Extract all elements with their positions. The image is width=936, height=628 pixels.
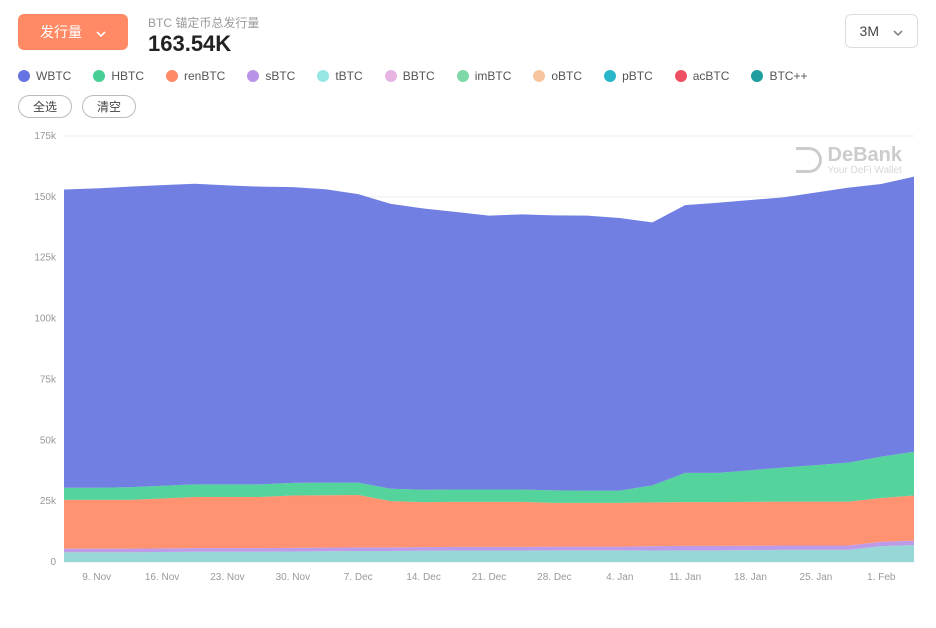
svg-text:4. Jan: 4. Jan	[606, 572, 633, 583]
svg-text:11. Jan: 11. Jan	[669, 572, 701, 583]
title-block: BTC 锚定币总发行量 163.54K	[148, 14, 259, 57]
legend-label: imBTC	[475, 69, 512, 83]
chart-subtitle: BTC 锚定币总发行量	[148, 14, 259, 31]
stacked-area-chart: 0 25k 50k 75k 100k 125k 150k 175k 9. Nov 16. Nov 2…	[16, 130, 918, 590]
legend-label: sBTC	[265, 69, 295, 83]
svg-text:7. Dec: 7. Dec	[344, 572, 373, 583]
svg-text:0: 0	[50, 557, 56, 568]
legend-label: tBTC	[335, 69, 362, 83]
legend-swatch-icon	[385, 70, 397, 82]
legend-item[interactable]: oBTC	[533, 69, 582, 83]
legend-item[interactable]: BTC++	[751, 69, 807, 83]
debank-logo-icon	[796, 147, 822, 173]
svg-text:21. Dec: 21. Dec	[472, 572, 506, 583]
legend-label: HBTC	[111, 69, 144, 83]
svg-text:14. Dec: 14. Dec	[406, 572, 440, 583]
chevron-down-icon	[96, 24, 106, 40]
watermark-tagline: Your DeFi Wallet	[828, 165, 902, 176]
watermark: DeBank Your DeFi Wallet	[796, 144, 902, 176]
legend-item[interactable]: WBTC	[18, 69, 71, 83]
legend-item[interactable]: renBTC	[166, 69, 225, 83]
legend-item[interactable]: sBTC	[247, 69, 295, 83]
svg-text:100k: 100k	[34, 314, 57, 325]
legend-label: WBTC	[36, 69, 71, 83]
legend-swatch-icon	[166, 70, 178, 82]
legend-label: pBTC	[622, 69, 653, 83]
svg-text:1. Feb: 1. Feb	[867, 572, 896, 583]
svg-text:125k: 125k	[34, 253, 57, 264]
legend-item[interactable]: HBTC	[93, 69, 144, 83]
legend-swatch-icon	[93, 70, 105, 82]
legend-label: renBTC	[184, 69, 225, 83]
chevron-down-icon	[893, 23, 903, 39]
legend-label: BBTC	[403, 69, 435, 83]
svg-text:50k: 50k	[40, 435, 57, 446]
svg-text:23. Nov: 23. Nov	[210, 572, 244, 583]
clear-button[interactable]: 清空	[82, 95, 136, 118]
svg-text:25k: 25k	[40, 496, 57, 507]
period-select-value: 3M	[860, 23, 879, 39]
legend-swatch-icon	[751, 70, 763, 82]
legend-label: oBTC	[551, 69, 582, 83]
legend-swatch-icon	[18, 70, 30, 82]
legend: WBTC HBTC renBTC sBTC tBTC BBTC imBTC oBTC pBTC a…	[0, 65, 936, 89]
svg-text:150k: 150k	[34, 192, 57, 203]
metric-button[interactable]: 发行量	[18, 14, 128, 50]
legend-swatch-icon	[675, 70, 687, 82]
legend-swatch-icon	[247, 70, 259, 82]
watermark-brand: DeBank	[828, 144, 902, 166]
svg-text:9. Nov: 9. Nov	[82, 572, 111, 583]
legend-item[interactable]: acBTC	[675, 69, 730, 83]
select-all-button[interactable]: 全选	[18, 95, 72, 118]
svg-text:25. Jan: 25. Jan	[800, 572, 833, 583]
legend-label: BTC++	[769, 69, 807, 83]
legend-swatch-icon	[317, 70, 329, 82]
legend-swatch-icon	[457, 70, 469, 82]
svg-text:28. Dec: 28. Dec	[537, 572, 571, 583]
legend-item[interactable]: BBTC	[385, 69, 435, 83]
svg-text:30. Nov: 30. Nov	[276, 572, 310, 583]
svg-text:18. Jan: 18. Jan	[734, 572, 767, 583]
svg-text:75k: 75k	[40, 374, 57, 385]
legend-swatch-icon	[533, 70, 545, 82]
svg-text:16. Nov: 16. Nov	[145, 572, 179, 583]
legend-item[interactable]: pBTC	[604, 69, 653, 83]
legend-swatch-icon	[604, 70, 616, 82]
svg-text:175k: 175k	[34, 131, 57, 142]
metric-button-label: 发行量	[40, 22, 82, 42]
legend-item[interactable]: tBTC	[317, 69, 362, 83]
chart-value: 163.54K	[148, 31, 259, 57]
period-select[interactable]: 3M	[845, 14, 918, 48]
legend-item[interactable]: imBTC	[457, 69, 512, 83]
legend-label: acBTC	[693, 69, 730, 83]
